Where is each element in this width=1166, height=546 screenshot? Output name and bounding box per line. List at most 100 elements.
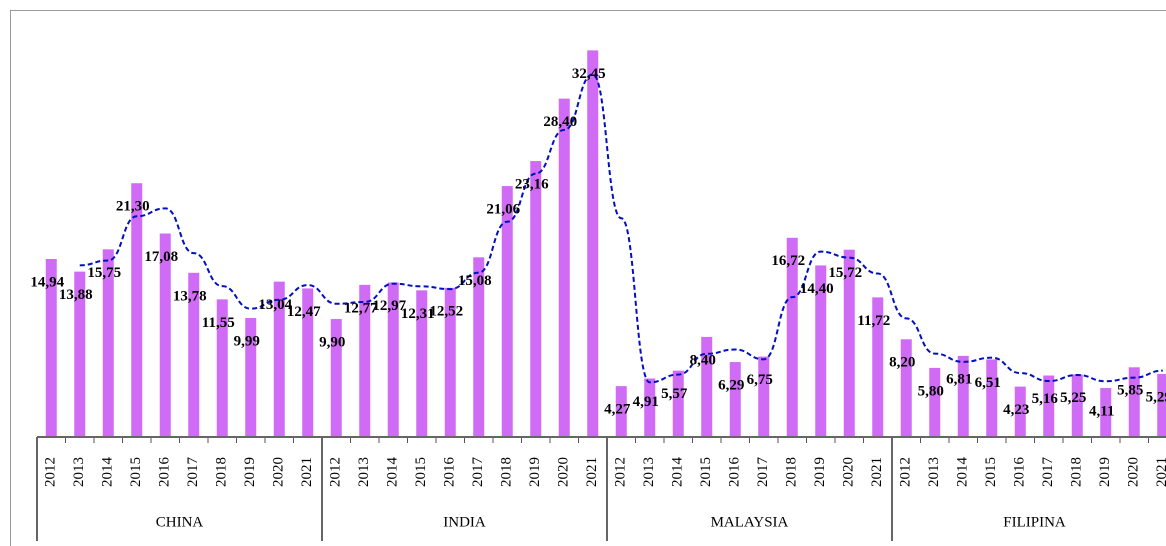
value-label: 28,40 xyxy=(543,114,577,130)
bar xyxy=(672,370,684,437)
year-label: 2015 xyxy=(698,457,714,487)
year-label: 2020 xyxy=(841,457,857,487)
chart-frame xyxy=(10,10,1166,546)
group-label: MALAYSIA xyxy=(711,514,789,530)
value-label: 11,72 xyxy=(857,313,890,329)
year-label: 2016 xyxy=(727,457,743,488)
year-label: 2019 xyxy=(242,457,258,487)
value-label: 12,31 xyxy=(401,306,435,322)
year-label: 2015 xyxy=(413,457,429,487)
value-label: 16,72 xyxy=(771,253,805,269)
value-label: 4,11 xyxy=(1089,403,1114,419)
year-label: 2020 xyxy=(271,457,287,487)
year-label: 2014 xyxy=(955,457,971,488)
year-label: 2019 xyxy=(812,457,828,487)
trendline xyxy=(79,73,1163,384)
value-label: 5,16 xyxy=(1032,391,1059,407)
bar xyxy=(986,359,998,437)
year-label: 2014 xyxy=(100,457,116,488)
value-label: 21,06 xyxy=(486,202,520,218)
bar xyxy=(102,249,114,437)
year-label: 2021 xyxy=(584,457,600,487)
year-label: 2012 xyxy=(898,457,914,487)
value-label: 13,04 xyxy=(258,297,292,313)
year-label: 2018 xyxy=(499,457,515,487)
bar xyxy=(1157,373,1166,437)
year-label: 2015 xyxy=(128,457,144,487)
value-label: 11,55 xyxy=(202,315,235,331)
value-label: 12,77 xyxy=(344,300,378,316)
group-label: FILIPINA xyxy=(1003,514,1066,530)
year-label: 2018 xyxy=(214,457,230,487)
value-label: 14,40 xyxy=(800,281,834,297)
bar xyxy=(387,282,399,437)
bar xyxy=(444,287,456,437)
bar xyxy=(758,356,770,437)
value-label: 4,27 xyxy=(604,402,631,418)
bar xyxy=(1100,388,1112,437)
value-label: 6,81 xyxy=(946,371,972,387)
value-label: 14,94 xyxy=(30,274,64,290)
value-label: 8,20 xyxy=(889,355,915,371)
value-label: 6,51 xyxy=(975,375,1001,391)
bar xyxy=(416,290,428,437)
value-label: 9,90 xyxy=(319,334,345,350)
bar xyxy=(216,299,228,437)
value-label: 4,23 xyxy=(1003,402,1029,418)
group-label: INDIA xyxy=(443,514,486,530)
value-label: 17,08 xyxy=(144,249,178,265)
value-label: 5,80 xyxy=(918,383,944,399)
year-label: 2016 xyxy=(1012,457,1028,488)
bar xyxy=(929,367,941,437)
value-label: 8,40 xyxy=(690,352,716,368)
value-label: 6,29 xyxy=(718,377,744,393)
bar xyxy=(359,284,371,437)
bar xyxy=(1014,386,1026,437)
bar xyxy=(501,186,513,437)
value-label: 13,78 xyxy=(173,288,207,304)
bar xyxy=(786,237,798,437)
value-label: 12,47 xyxy=(287,304,321,320)
bar xyxy=(159,233,171,437)
year-label: 2020 xyxy=(556,457,572,487)
year-label: 2016 xyxy=(442,457,458,488)
value-label: 9,99 xyxy=(234,333,260,349)
bar xyxy=(45,259,57,437)
bar xyxy=(473,257,485,437)
bar xyxy=(1128,367,1140,437)
year-label: 2013 xyxy=(356,457,372,487)
value-label: 5,25 xyxy=(1060,390,1086,406)
value-label: 12,52 xyxy=(429,303,463,319)
value-label: 15,75 xyxy=(87,265,121,281)
value-label: 15,08 xyxy=(458,273,492,289)
value-label: 5,85 xyxy=(1117,383,1143,399)
year-label: 2018 xyxy=(784,457,800,487)
value-label: 21,30 xyxy=(116,199,150,215)
year-label: 2021 xyxy=(869,457,885,487)
year-label: 2014 xyxy=(385,457,401,488)
value-label: 12,97 xyxy=(372,298,406,314)
value-label: 5,29 xyxy=(1146,389,1166,405)
bar xyxy=(615,386,627,437)
bar xyxy=(74,271,86,437)
year-label: 2021 xyxy=(299,457,315,487)
year-label: 2017 xyxy=(755,457,771,488)
value-label: 23,16 xyxy=(515,177,549,193)
bar xyxy=(273,281,285,437)
bar xyxy=(1071,374,1083,437)
value-label: 6,75 xyxy=(747,372,773,388)
bar xyxy=(530,161,542,438)
group-label: CHINA xyxy=(156,514,204,530)
value-label: 5,57 xyxy=(661,386,688,402)
bar xyxy=(872,297,884,437)
bar xyxy=(1043,375,1055,437)
year-label: 2012 xyxy=(613,457,629,487)
bar xyxy=(245,317,257,437)
year-label: 2015 xyxy=(983,457,999,487)
bar xyxy=(957,355,969,437)
bar xyxy=(330,319,342,437)
value-label: 15,72 xyxy=(828,265,862,281)
year-label: 2013 xyxy=(641,457,657,487)
